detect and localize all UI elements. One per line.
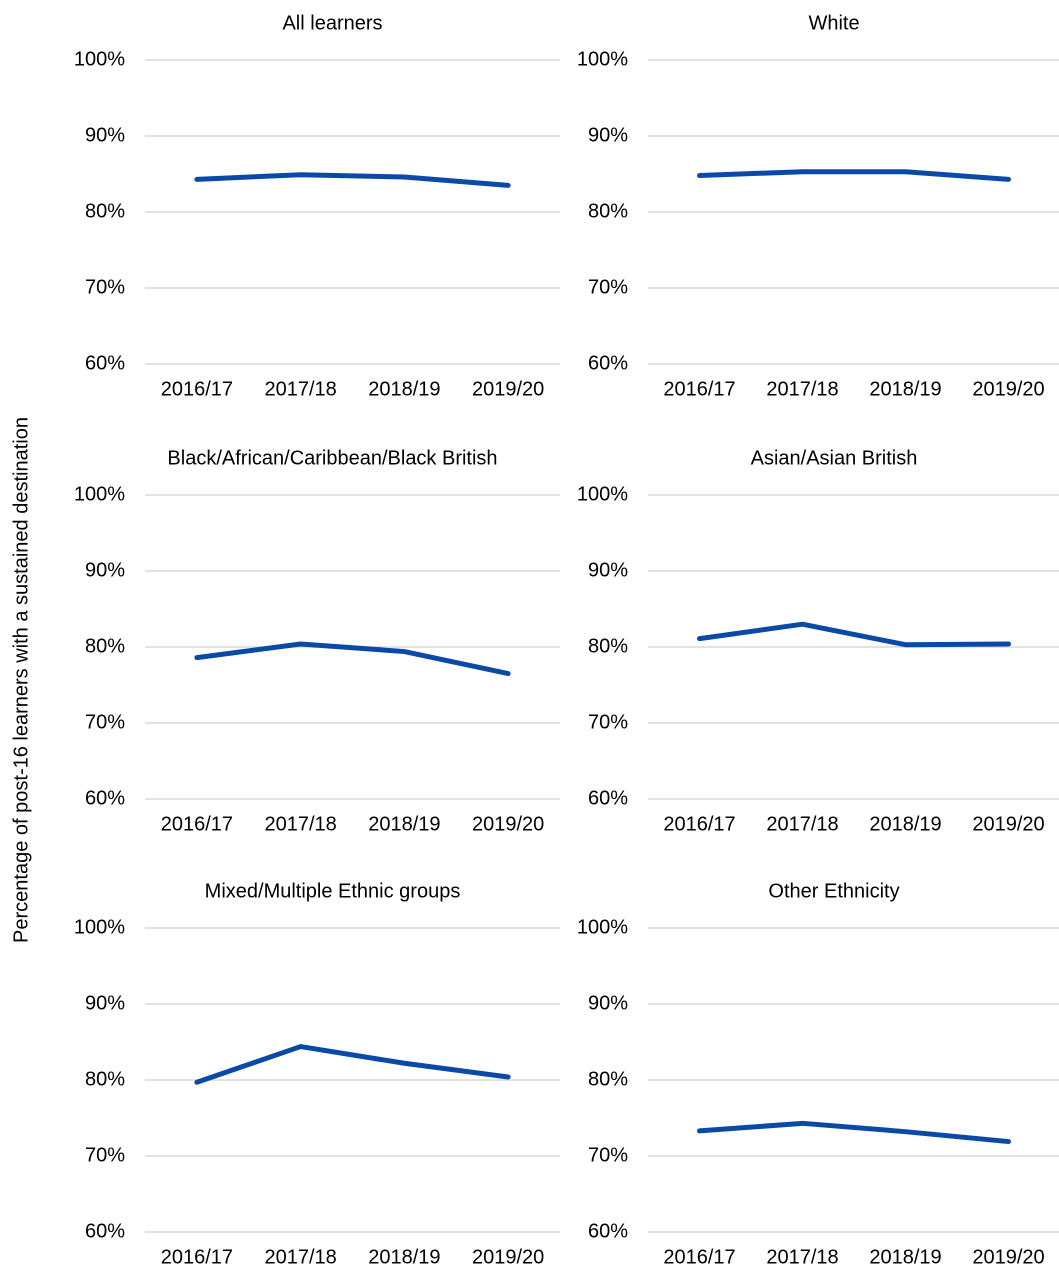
x-tick-label: 2017/18	[264, 1246, 336, 1268]
y-tick-label: 100%	[577, 483, 628, 505]
y-tick-label: 90%	[85, 992, 125, 1014]
y-tick-label: 80%	[85, 635, 125, 657]
y-tick-label: 60%	[588, 1220, 628, 1242]
y-tick-label: 90%	[588, 124, 628, 146]
y-tick-label: 60%	[85, 352, 125, 374]
chart-title: Other Ethnicity	[768, 880, 899, 902]
x-tick-label: 2018/19	[869, 813, 941, 835]
x-tick-label: 2018/19	[368, 813, 440, 835]
y-tick-label: 60%	[85, 1220, 125, 1242]
x-tick-label: 2019/20	[472, 1246, 544, 1268]
chart-title: Mixed/Multiple Ethnic groups	[205, 880, 461, 902]
chart-title: All learners	[282, 12, 382, 34]
y-tick-label: 90%	[85, 124, 125, 146]
y-tick-label: 90%	[85, 559, 125, 581]
data-line	[194, 172, 511, 188]
x-tick-label: 2016/17	[663, 1246, 735, 1268]
y-tick-label: 70%	[85, 1144, 125, 1166]
x-tick-label: 2018/19	[368, 378, 440, 400]
x-tick-label: 2017/18	[766, 378, 838, 400]
y-tick-label: 70%	[588, 276, 628, 298]
data-line	[697, 1120, 1011, 1145]
y-tick-label: 70%	[588, 1144, 628, 1166]
x-tick-label: 2017/18	[264, 378, 336, 400]
y-tick-label: 60%	[588, 787, 628, 809]
y-tick-label: 70%	[85, 711, 125, 733]
x-tick-label: 2018/19	[869, 1246, 941, 1268]
x-tick-label: 2019/20	[472, 378, 544, 400]
x-tick-label: 2016/17	[161, 813, 233, 835]
y-axis-label: Percentage of post-16 learners with a su…	[10, 417, 32, 943]
y-tick-label: 70%	[85, 276, 125, 298]
y-tick-label: 80%	[85, 200, 125, 222]
x-tick-label: 2018/19	[869, 378, 941, 400]
y-tick-label: 60%	[85, 787, 125, 809]
x-tick-label: 2018/19	[368, 1246, 440, 1268]
y-tick-label: 80%	[588, 635, 628, 657]
data-line	[194, 1044, 511, 1085]
data-line	[194, 641, 511, 677]
y-tick-label: 80%	[588, 200, 628, 222]
x-tick-label: 2019/20	[972, 1246, 1044, 1268]
y-tick-label: 70%	[588, 711, 628, 733]
x-tick-label: 2016/17	[161, 378, 233, 400]
y-tick-label: 80%	[588, 1068, 628, 1090]
data-line	[697, 169, 1011, 182]
y-tick-label: 80%	[85, 1068, 125, 1090]
chart-title: Black/African/Caribbean/Black British	[167, 447, 497, 469]
x-tick-label: 2016/17	[663, 813, 735, 835]
x-tick-label: 2017/18	[766, 813, 838, 835]
x-tick-label: 2019/20	[972, 813, 1044, 835]
x-tick-label: 2017/18	[264, 813, 336, 835]
data-line	[697, 621, 1011, 648]
x-tick-label: 2017/18	[766, 1246, 838, 1268]
chart-title: White	[808, 12, 859, 34]
x-tick-label: 2016/17	[663, 378, 735, 400]
y-tick-label: 100%	[74, 48, 125, 70]
x-tick-label: 2019/20	[972, 378, 1044, 400]
chart-title: Asian/Asian British	[751, 447, 918, 469]
y-tick-label: 100%	[74, 483, 125, 505]
x-tick-label: 2019/20	[472, 813, 544, 835]
y-tick-label: 60%	[588, 352, 628, 374]
x-tick-label: 2016/17	[161, 1246, 233, 1268]
y-tick-label: 90%	[588, 992, 628, 1014]
y-tick-label: 100%	[577, 916, 628, 938]
y-tick-label: 100%	[577, 48, 628, 70]
y-tick-label: 90%	[588, 559, 628, 581]
y-tick-label: 100%	[74, 916, 125, 938]
